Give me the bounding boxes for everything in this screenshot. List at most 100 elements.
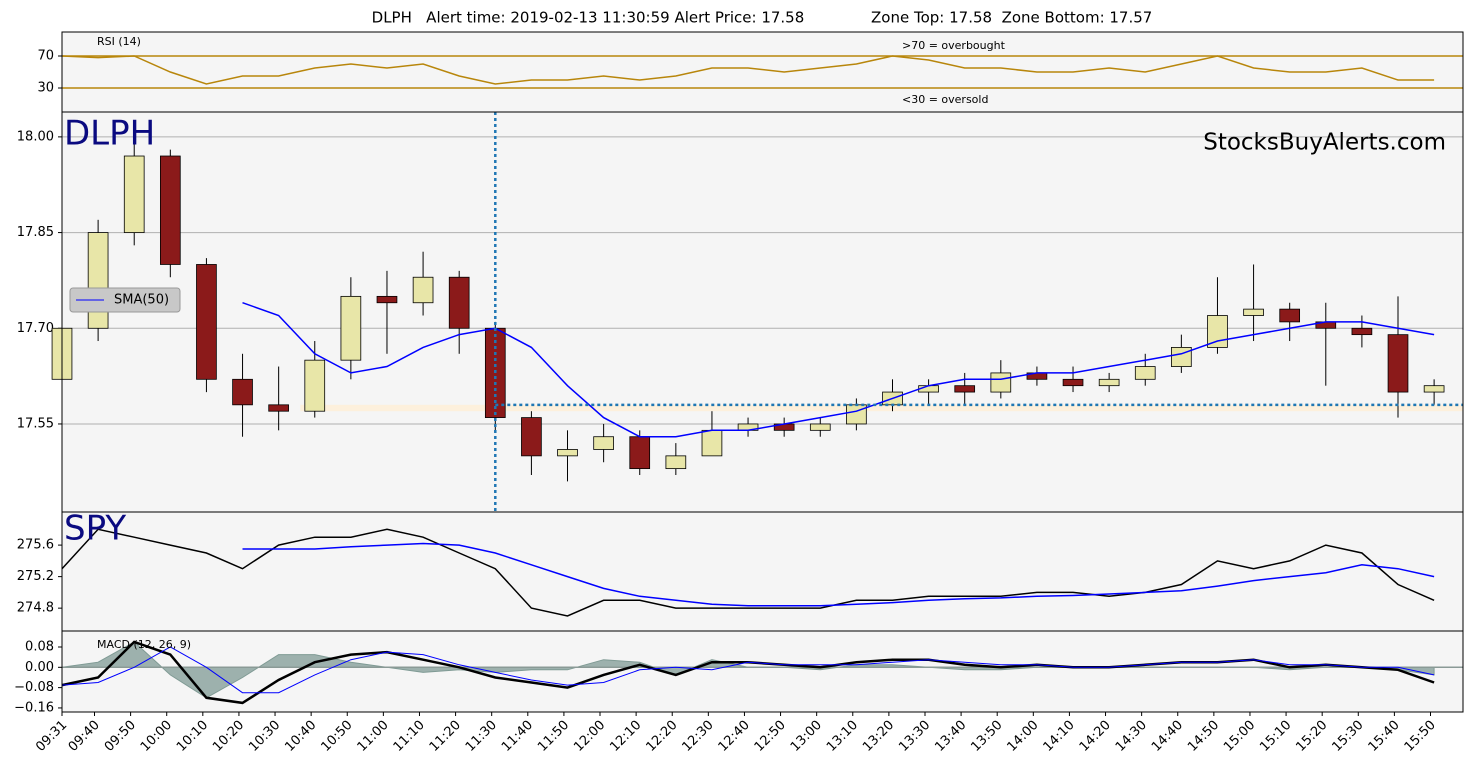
y-tick-label: 17.70 xyxy=(17,321,54,336)
legend-box xyxy=(69,287,181,313)
x-tick-label: 11:00 xyxy=(355,718,392,755)
panel-title: RSI (14) xyxy=(97,35,141,48)
x-tick-label: 10:50 xyxy=(318,718,355,755)
x-tick-label: 13:00 xyxy=(788,718,825,755)
x-tick-label: 14:50 xyxy=(1185,718,1222,755)
sma-line xyxy=(242,301,1435,438)
y-tick-label: 274.8 xyxy=(17,601,54,616)
candle-body xyxy=(196,264,217,380)
x-tick-label: 11:20 xyxy=(427,718,464,755)
x-tick-label: 12:20 xyxy=(643,718,680,755)
candle-body xyxy=(1062,378,1084,387)
watermark: StocksBuyAlerts.com xyxy=(1203,130,1446,156)
candle-body xyxy=(990,372,1012,393)
x-tick-label: 12:50 xyxy=(752,718,789,755)
x-tick-label: 10:40 xyxy=(282,718,319,755)
panel-background xyxy=(62,631,1463,712)
candle-body xyxy=(557,449,578,457)
panel-background xyxy=(62,112,1463,512)
x-tick-label: 10:20 xyxy=(210,718,247,755)
legend-label: SMA(50) xyxy=(114,293,169,308)
annotation: <30 = oversold xyxy=(902,93,988,106)
candle-body xyxy=(1423,385,1445,393)
y-tick-label: −0.08 xyxy=(14,680,54,695)
x-tick-label: 09:40 xyxy=(66,718,103,755)
x-tick-label: 14:40 xyxy=(1149,718,1186,755)
x-tick-label: 13:30 xyxy=(896,718,933,755)
x-tick-label: 11:10 xyxy=(391,718,428,755)
y-tick-label: 17.55 xyxy=(17,416,54,431)
candle-body xyxy=(1098,378,1120,387)
y-tick-label: 275.2 xyxy=(17,569,54,584)
panel-border xyxy=(61,630,1464,713)
x-tick-label: 15:00 xyxy=(1221,718,1258,755)
series-line-area xyxy=(61,641,1435,699)
y-tick-label: 0.00 xyxy=(25,660,54,675)
candle-body xyxy=(340,295,362,361)
candle-body xyxy=(268,404,289,412)
candle-body xyxy=(1279,308,1301,323)
x-tick-label: 15:20 xyxy=(1293,718,1330,755)
panel-background xyxy=(62,512,1463,631)
candle-body xyxy=(376,295,398,304)
y-tick-label: 70 xyxy=(37,49,54,64)
x-tick-label: 11:50 xyxy=(535,718,572,755)
x-tick-label: 15:40 xyxy=(1366,718,1403,755)
x-tick-label: 13:50 xyxy=(968,718,1005,755)
x-tick-label: 15:50 xyxy=(1402,718,1439,755)
candle-body xyxy=(159,155,181,265)
candle-body xyxy=(304,359,326,412)
candle-body xyxy=(412,276,434,304)
panel-title: MACD (12, 26, 9) xyxy=(97,638,191,651)
x-tick-label: 09:31 xyxy=(33,718,70,755)
x-tick-label: 12:40 xyxy=(716,718,753,755)
x-tick-label: 15:30 xyxy=(1329,718,1366,755)
y-tick-label: 0.08 xyxy=(25,639,54,654)
series-line xyxy=(61,55,1435,85)
x-tick-label: 13:40 xyxy=(932,718,969,755)
x-tick-label: 10:30 xyxy=(246,718,283,755)
x-tick-label: 15:10 xyxy=(1257,718,1294,755)
x-tick-label: 12:10 xyxy=(607,718,644,755)
candle-body xyxy=(87,232,109,329)
candle-body xyxy=(1387,334,1409,393)
x-tick-label: 14:30 xyxy=(1113,718,1150,755)
x-tick-label: 14:20 xyxy=(1077,718,1114,755)
x-tick-label: 14:00 xyxy=(1005,718,1042,755)
candle-body xyxy=(521,417,542,457)
y-tick-label: 17.85 xyxy=(17,225,54,240)
x-tick-label: 10:10 xyxy=(174,718,211,755)
annotation: >70 = overbought xyxy=(902,39,1006,52)
candle-body xyxy=(954,385,976,393)
series-line xyxy=(242,542,1435,607)
x-tick-label: 11:40 xyxy=(499,718,536,755)
candle-body xyxy=(1207,315,1228,348)
x-tick-label: 09:50 xyxy=(102,718,139,755)
candle-body xyxy=(593,436,614,450)
candle-body xyxy=(448,276,470,329)
candle-body xyxy=(809,423,831,431)
x-tick-label: 11:30 xyxy=(463,718,500,755)
candle-body xyxy=(846,404,867,425)
panel-background xyxy=(62,32,1463,112)
candle-body xyxy=(1171,347,1192,367)
candle-body xyxy=(1134,366,1156,380)
x-tick-label: 13:20 xyxy=(860,718,897,755)
candle-body xyxy=(1351,327,1373,336)
candle-body xyxy=(629,436,651,470)
series-line xyxy=(61,528,1435,617)
figure-title: DLPH Alert time: 2019-02-13 11:30:59 Ale… xyxy=(372,9,1153,27)
panel-title: DLPH xyxy=(64,114,155,154)
x-tick-label: 14:10 xyxy=(1041,718,1078,755)
x-tick-label: 12:00 xyxy=(571,718,608,755)
x-tick-label: 12:30 xyxy=(680,718,717,755)
candle-body xyxy=(665,455,687,470)
x-tick-label: 13:10 xyxy=(824,718,861,755)
alert-zone xyxy=(300,404,1463,412)
y-tick-label: 30 xyxy=(37,81,54,96)
candle-body xyxy=(123,155,145,233)
candle-body xyxy=(701,429,723,457)
y-tick-label: −0.16 xyxy=(14,700,54,715)
candle-body xyxy=(232,378,253,406)
